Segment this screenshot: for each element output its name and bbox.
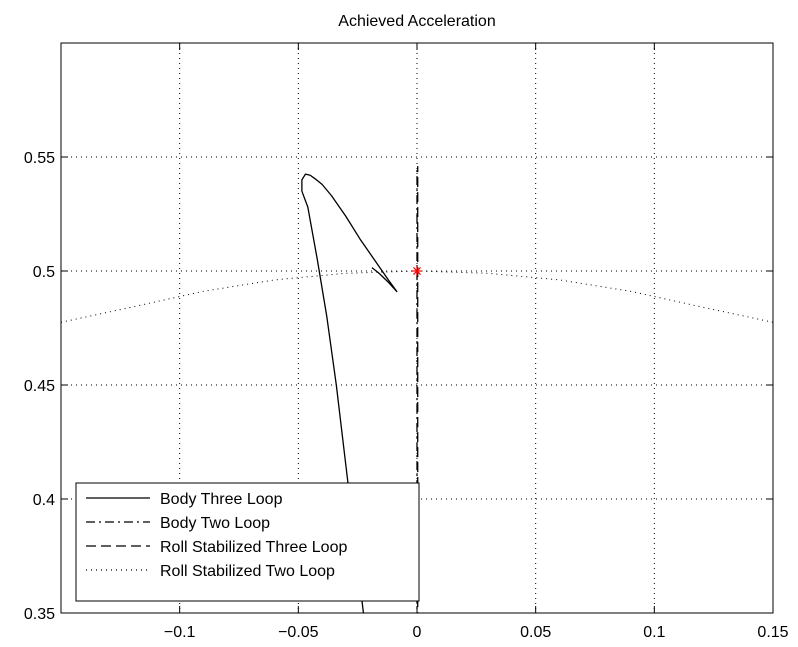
legend-label: Roll Stabilized Three Loop [160, 539, 347, 556]
y-tick-label: 0.5 [33, 264, 55, 281]
x-tick-label: 0.05 [520, 624, 551, 641]
y-tick-label: 0.55 [24, 150, 55, 167]
y-tick-label: 0.4 [33, 492, 55, 509]
x-tick-label: −0.05 [278, 624, 319, 641]
legend-box [75, 482, 420, 602]
legend: Body Three Loop Body Two Loop Roll Stabili… [75, 482, 420, 602]
x-tick-labels: −0.1 −0.05 0 0.05 0.1 0.15 [164, 624, 789, 641]
series-line-body-three-loop [301, 173, 398, 613]
marker-layer [412, 266, 422, 276]
chart-title: Achieved Acceleration [338, 13, 495, 30]
x-tick-label: 0 [413, 624, 422, 641]
y-tick-labels: 0.35 0.4 0.45 0.5 0.55 [24, 150, 55, 623]
x-tick-label: 0.1 [643, 624, 665, 641]
y-tick-label: 0.45 [24, 378, 55, 395]
legend-label: Body Two Loop [160, 515, 270, 532]
x-tick-label: −0.1 [164, 624, 196, 641]
target-marker [412, 266, 422, 276]
y-tick-label: 0.35 [24, 606, 55, 623]
x-tick-label: 0.15 [757, 624, 788, 641]
legend-label: Roll Stabilized Two Loop [160, 563, 335, 580]
legend-label: Body Three Loop [160, 491, 283, 508]
axis-ticks [61, 43, 774, 614]
